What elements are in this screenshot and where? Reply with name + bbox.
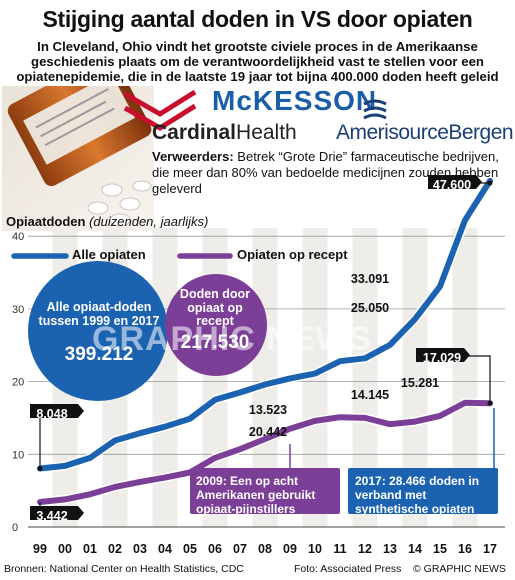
footer-sources: Bronnen: National Center on Health Stati… [4,563,244,575]
x-tick-label: 16 [458,542,472,556]
x-tick-label: 09 [283,542,297,556]
x-tick-label: 11 [333,542,346,556]
circle-prescription-value: 217.530 [180,332,250,353]
data-label: 20.442 [249,425,287,439]
x-tick-label: 08 [258,542,272,556]
footer-copyright: © GRAPHIC NEWS [413,563,506,575]
y-tick-label: 30 [12,304,24,316]
footer-photo-credit: Foto: Associated Press [294,563,402,575]
page-title: Stijging aantal doden in VS door opiaten [42,6,473,32]
data-label-box [30,404,84,418]
data-label: 8.048 [36,407,67,421]
data-label-box [30,506,84,520]
legend-all-label: Alle opiaten [72,247,146,262]
data-label-dot [487,400,493,406]
x-tick-label: 12 [358,542,372,556]
data-label: 13.523 [249,403,287,417]
data-label: 15.281 [401,376,439,390]
x-tick-label: 00 [58,542,72,556]
circle-all-value: 399.212 [64,344,134,365]
note-2009: 2009: Een op acht Amerikanen gebruikt op… [196,474,316,516]
cardinal-text: Cardinal [152,121,237,144]
note-2017: 2017: 28.466 doden in verband met synthe… [355,474,480,516]
y-axis-label-main: Opiaatdoden [6,214,86,229]
page-subtitle: In Cleveland, Ohio vindt het grootste ci… [16,39,499,85]
x-tick-label: 02 [108,542,122,556]
y-tick-label: 40 [12,231,24,243]
data-label-dot [37,465,43,471]
x-tick-label: 04 [158,542,172,556]
x-tick-label: 01 [83,542,97,556]
circle-prescription-label: Doden door opiaat op recept [179,287,251,328]
note-2017-box [348,468,498,514]
x-tick-label: 99 [33,542,47,556]
x-tick-label: 07 [233,542,247,556]
x-tick-label: 10 [308,542,322,556]
data-label: 47.600 [433,178,471,192]
series-line-all-opioids [37,177,493,472]
y-axis-label-unit: (duizenden, jaarlijks) [89,214,209,229]
y-tick-label: 20 [12,377,24,389]
cardinal-health-logo: CardinalHealth [152,121,297,145]
y-axis-label: Opiaatdoden (duizenden, jaarlijks) [6,214,208,229]
x-tick-label: 05 [183,542,197,556]
data-label: 14.145 [351,388,389,402]
cardinal-health-mark [123,89,197,131]
data-label-box [428,175,482,189]
amerisourcebergen-logo: AmerisourceBergen [336,121,514,144]
amerisource-mark [363,99,387,120]
x-tick-label: 03 [133,542,147,556]
series-line-prescription-opioids [37,399,493,505]
data-label: 3.442 [36,509,67,523]
health-text: Health [236,121,297,144]
defendants-text: Betrek “Grote Drie” farmaceutische bedri… [152,149,499,196]
data-label: 25.050 [351,301,389,315]
data-label-leader [466,355,491,404]
note-2009-box [190,468,340,514]
y-tick-label: 0 [12,522,18,534]
defendants-label: Verweerders: [152,149,234,164]
x-tick-label: 06 [208,542,222,556]
data-label: 17.029 [423,351,461,365]
x-tick-label: 17 [483,542,497,556]
y-tick-label: 10 [12,449,24,461]
legend-prescription-label: Opiaten op recept [237,247,348,262]
circle-all-label: Alle opiaat-doden tussen 1999 en 2017 [38,300,160,328]
circle-prescription-deaths [165,274,267,376]
x-tick-label: 13 [383,542,397,556]
circle-all-deaths [28,261,168,401]
data-label-dot [487,180,493,186]
mckesson-logo: McKESSON [212,85,378,116]
x-tick-label: 14 [408,542,422,556]
defendants-note: Verweerders: Betrek “Grote Drie” farmace… [152,149,512,197]
data-label-box [416,348,470,362]
data-label: 33.091 [351,272,389,286]
x-tick-label: 15 [433,542,447,556]
